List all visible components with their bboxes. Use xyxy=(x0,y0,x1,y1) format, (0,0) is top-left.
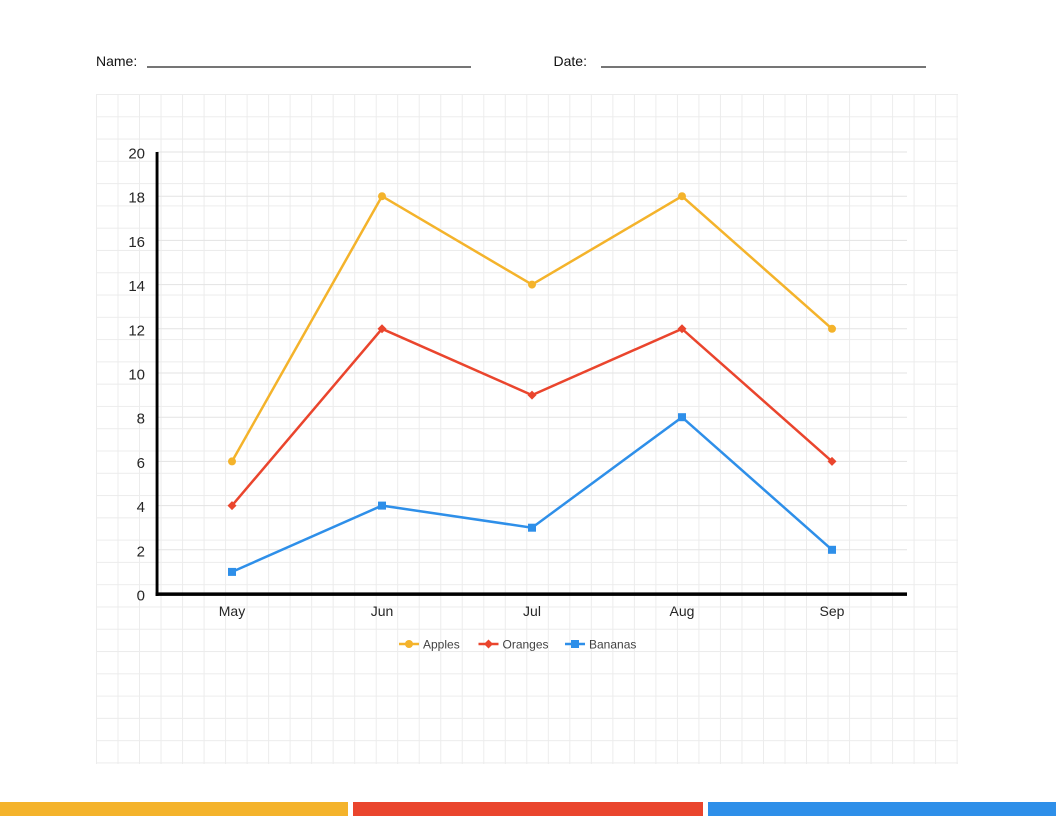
svg-text:12: 12 xyxy=(128,322,145,339)
svg-text:Aug: Aug xyxy=(670,603,695,619)
svg-text:10: 10 xyxy=(128,367,145,384)
svg-text:18: 18 xyxy=(128,190,145,207)
svg-text:Bananas: Bananas xyxy=(589,638,636,652)
svg-text:4: 4 xyxy=(137,499,145,516)
svg-text:20: 20 xyxy=(128,146,145,163)
svg-text:Sep: Sep xyxy=(820,603,845,619)
svg-text:Jul: Jul xyxy=(523,603,541,619)
svg-text:2: 2 xyxy=(137,543,145,560)
svg-text:14: 14 xyxy=(128,278,145,295)
svg-text:16: 16 xyxy=(128,234,145,251)
svg-text:6: 6 xyxy=(137,455,145,472)
svg-text:Jun: Jun xyxy=(371,603,394,619)
svg-text:8: 8 xyxy=(137,411,145,428)
svg-text:Oranges: Oranges xyxy=(503,638,549,652)
svg-text:0: 0 xyxy=(137,588,145,605)
svg-text:May: May xyxy=(219,603,245,619)
svg-text:Apples: Apples xyxy=(423,638,460,652)
